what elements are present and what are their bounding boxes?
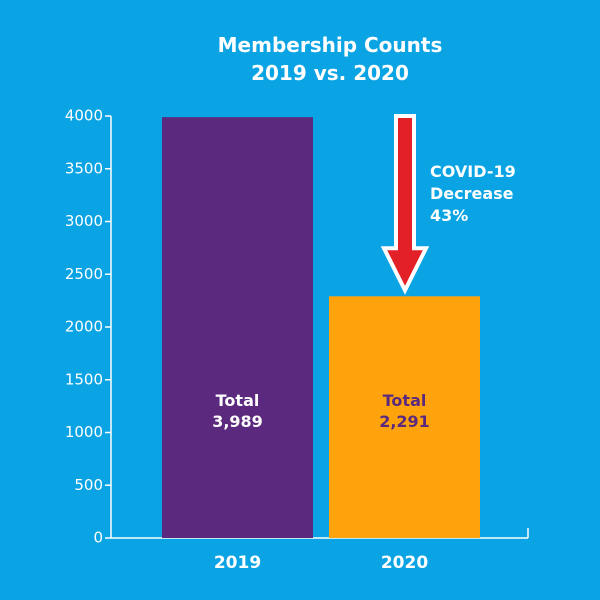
arrow-down-icon [380,114,430,295]
y-tick-label: 500 [74,476,103,494]
bar-label-title: Total [383,391,427,410]
y-tick-label: 3000 [65,212,103,230]
y-tick-label: 0 [93,529,103,547]
y-tick-label: 2000 [65,318,103,336]
y-tick-label: 4000 [65,107,103,125]
bar-label-value: 3,989 [212,412,263,431]
bar-2019 [162,117,313,539]
annotation-line: COVID-19 [430,162,516,181]
bars [162,117,480,539]
decrease-arrow [380,114,430,295]
y-tick-label: 1500 [65,370,103,388]
bar-2020 [329,296,480,538]
x-category-label: 2020 [381,553,428,573]
y-tick-label: 2500 [65,265,103,283]
chart-title-line-1: Membership Counts [218,33,443,57]
axes: 0 500 1000 1500 2000 2500 3000 3500 4000 [65,107,529,547]
covid-annotation: COVID-19 Decrease 43% [430,162,516,225]
chart-title-line-2: 2019 vs. 2020 [251,61,409,85]
y-tick-label: 3500 [65,159,103,177]
data-labels: 2019 Total 3,989 2020 Total 2,291 [212,391,430,573]
x-category-label: 2019 [214,553,261,573]
annotation-line: Decrease [430,184,514,203]
y-tick-label: 1000 [65,423,103,441]
annotation-line: 43% [430,206,468,225]
bar-label-value: 2,291 [379,412,430,431]
bar-label-title: Total [216,391,260,410]
